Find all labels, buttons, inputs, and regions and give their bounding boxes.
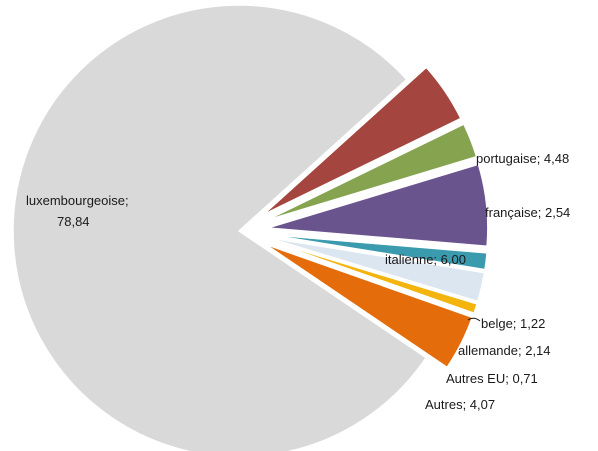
slice-autres: [264, 243, 474, 369]
label-allemande: allemande; 2,14: [458, 343, 551, 358]
slice-portugaise: [262, 66, 462, 216]
slice-allemande: [267, 236, 486, 303]
pie-slices: [12, 4, 489, 451]
label-autres-eu: Autres EU; 0,71: [446, 371, 538, 386]
label-autres: Autres; 4,07: [425, 397, 495, 412]
slice-autres-eu: [266, 239, 479, 315]
slice-luxembourgeoise: [12, 4, 428, 451]
label-luxembourgeoise-value: 78,84: [57, 214, 90, 229]
label-italienne: italienne; 6,00: [385, 252, 466, 267]
belge-leader-line: [467, 317, 481, 322]
label-luxembourgeoise-name: luxembourgeoise;: [26, 193, 129, 208]
label-belge: belge; 1,22: [481, 316, 545, 331]
label-francaise: française; 2,54: [485, 205, 570, 220]
slice-francaise: [265, 123, 478, 222]
label-portugaise: portugaise; 4,48: [476, 151, 569, 166]
slice-italienne: [267, 163, 489, 248]
slice-belge: [267, 233, 488, 271]
